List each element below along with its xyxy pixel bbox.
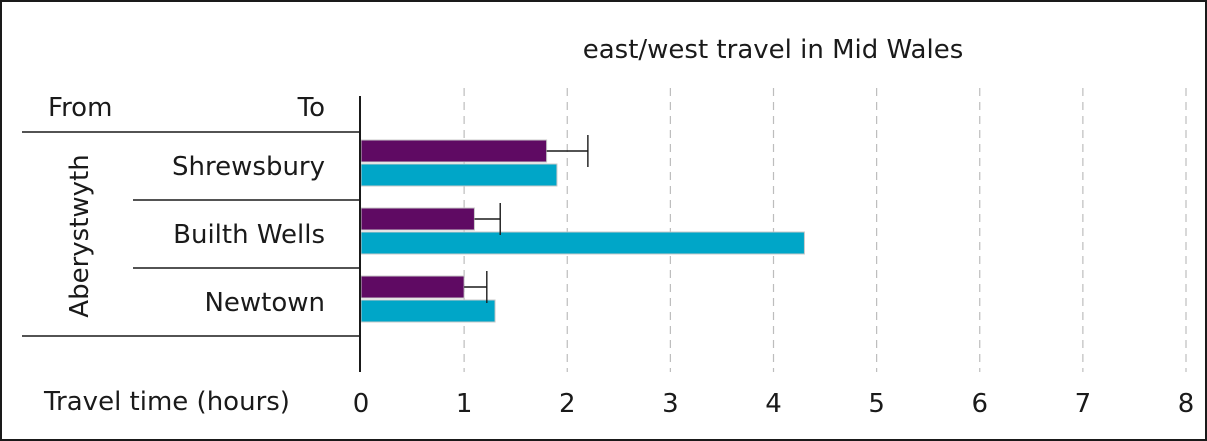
bar-s0-c2 xyxy=(360,275,465,299)
chart-title: east/west travel in Mid Wales xyxy=(583,35,964,65)
x-tick-label-8: 8 xyxy=(1178,389,1195,419)
x-tick-label-3: 3 xyxy=(662,389,679,419)
header-from: From xyxy=(48,93,112,123)
category-label-1: Builth Wells xyxy=(173,220,325,250)
x-tick-label-6: 6 xyxy=(971,389,988,419)
header-to: To xyxy=(297,93,325,123)
x-tick-label-1: 1 xyxy=(456,389,473,419)
bar-s0-c0 xyxy=(360,139,548,163)
bars xyxy=(360,139,805,323)
bar-s1-c1 xyxy=(360,231,805,255)
x-axis-label: Travel time (hours) xyxy=(43,387,290,417)
x-tick-label-2: 2 xyxy=(559,389,576,419)
category-labels: Shrewsbury Builth Wells Newtown xyxy=(172,152,325,318)
bar-s1-c0 xyxy=(360,163,558,187)
category-label-2: Newtown xyxy=(204,288,325,318)
category-label-0: Shrewsbury xyxy=(172,152,325,182)
x-tick-label-5: 5 xyxy=(868,389,885,419)
error-bars xyxy=(464,135,589,303)
bar-s0-c1 xyxy=(360,207,475,231)
group-label-from: Aberystwyth xyxy=(65,154,95,317)
x-tick-labels: 0 1 2 3 4 5 6 7 8 xyxy=(353,389,1195,419)
x-tick-label-4: 4 xyxy=(765,389,782,419)
bar-s1-c2 xyxy=(360,299,496,323)
x-tick-label-0: 0 xyxy=(353,389,370,419)
x-tick-label-7: 7 xyxy=(1075,389,1092,419)
